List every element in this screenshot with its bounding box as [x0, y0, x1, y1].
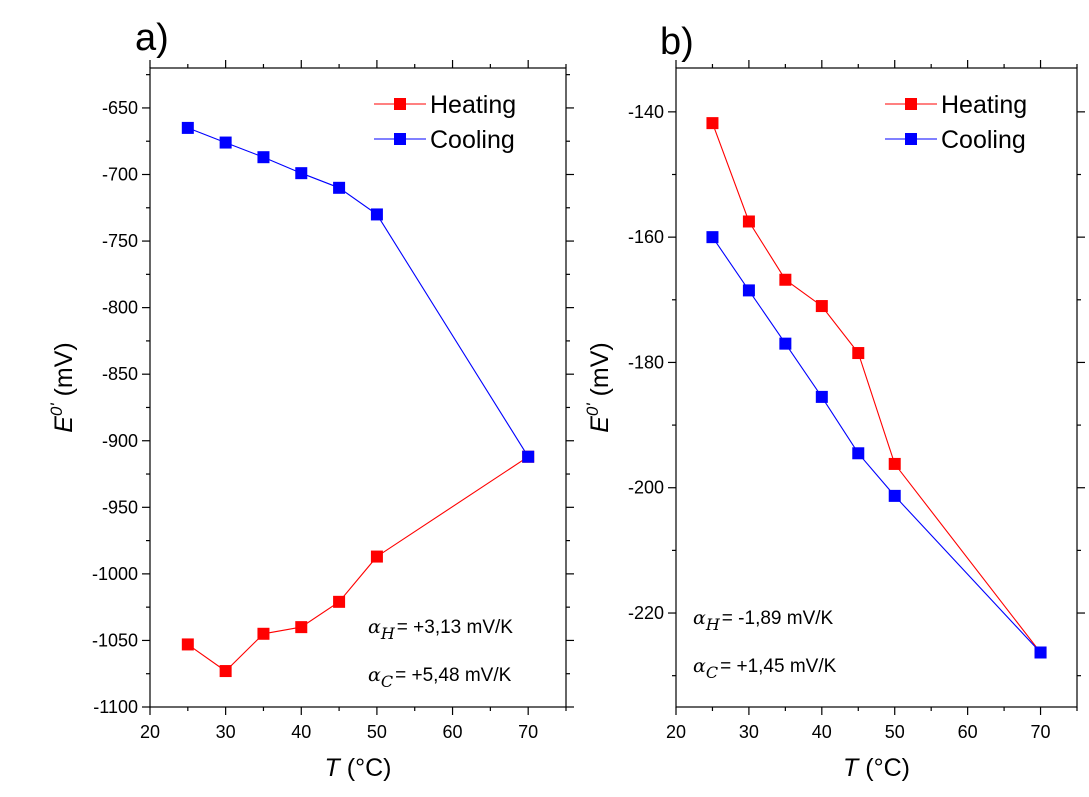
data-point-heating [742, 215, 755, 228]
y-tick-label: -180 [628, 352, 664, 372]
x-tick-label: 40 [291, 722, 311, 742]
slope-annotation: αC = +1,45 mV/K [693, 655, 837, 682]
x-tick-label: 40 [812, 722, 832, 742]
data-point-heating [370, 550, 383, 563]
data-point-heating [888, 457, 901, 470]
slope-symbol: α [368, 616, 381, 638]
legend-marker-cooling [394, 133, 406, 145]
data-point-cooling [257, 151, 270, 164]
x-axis-title: T (°C) [843, 754, 910, 782]
panel-label: b) [660, 21, 694, 63]
x-tick-label: 30 [739, 722, 759, 742]
data-point-cooling [742, 284, 755, 297]
legend-label-cooling: Cooling [430, 126, 515, 154]
data-point-cooling [888, 489, 901, 502]
y-tick-label: -950 [102, 497, 138, 517]
y-tick-label: -750 [102, 231, 138, 251]
slope-subscript: H [705, 615, 721, 634]
series-line-cooling [712, 236, 1041, 653]
plot-frame [149, 67, 567, 708]
plot-frame [675, 67, 1078, 708]
slope-symbol: α [368, 664, 381, 686]
slope-value: = -1,89 mV/K [722, 608, 834, 629]
x-axis-title: T (°C) [325, 754, 392, 782]
legend-label-heating: Heating [941, 91, 1027, 119]
data-point-cooling [522, 450, 535, 463]
slope-annotation: αC = +5,48 mV/K [368, 664, 512, 691]
slope-subscript: H [380, 624, 396, 643]
data-point-heating [852, 347, 865, 360]
slope-annotation: αH = +3,13 mV/K [368, 616, 513, 643]
data-point-cooling [295, 167, 308, 180]
y-tick-label: -140 [628, 102, 664, 122]
y-axis-title: E0' (mV) [583, 342, 614, 433]
legend-marker-heating [394, 98, 406, 110]
data-point-cooling [815, 390, 828, 403]
slope-value: = +5,48 mV/K [395, 665, 512, 686]
panel-label: a) [135, 17, 169, 59]
data-point-cooling [852, 447, 865, 460]
x-tick-label: 30 [216, 722, 236, 742]
y-axis-title: E0' (mV) [47, 342, 78, 433]
y-tick-label: -700 [102, 165, 138, 185]
slope-value: = +1,45 mV/K [720, 656, 837, 677]
x-tick-label: 60 [443, 722, 463, 742]
y-tick-label: -800 [102, 298, 138, 318]
data-point-heating [333, 595, 346, 608]
slope-value: = +3,13 mV/K [397, 617, 514, 638]
series-line-heating [711, 122, 1041, 653]
data-point-heating [257, 627, 270, 640]
data-point-heating [219, 665, 232, 678]
x-tick-label: 50 [885, 722, 905, 742]
x-tick-label: 70 [518, 722, 538, 742]
slope-subscript: C [381, 672, 393, 691]
data-point-cooling [1034, 646, 1047, 659]
data-point-heating [181, 638, 194, 651]
legend-marker-heating [905, 98, 917, 110]
x-tick-label: 20 [666, 722, 686, 742]
y-tick-label: -1050 [92, 630, 138, 650]
slope-symbol: α [693, 607, 706, 629]
data-point-cooling [779, 337, 792, 350]
legend-label-cooling: Cooling [941, 126, 1026, 154]
legend-label-heating: Heating [430, 91, 516, 119]
slope-symbol: α [693, 655, 706, 677]
y-tick-label: -200 [628, 478, 664, 498]
data-point-cooling [181, 121, 194, 134]
slope-annotation: αH = -1,89 mV/K [693, 607, 834, 634]
data-point-cooling [219, 136, 232, 149]
slope-subscript: C [706, 663, 718, 682]
series-line-cooling [187, 127, 529, 457]
panel-a: 20 30 40 50 60 70 -650 -700 -750 -800 -850 -900 -950… [47, 17, 574, 782]
data-point-heating [779, 273, 792, 286]
y-tick-label: -160 [628, 227, 664, 247]
x-tick-label: 20 [140, 722, 160, 742]
data-point-heating [815, 300, 828, 313]
data-point-heating [295, 621, 308, 634]
y-tick-label: -650 [102, 98, 138, 118]
x-tick-label: 60 [958, 722, 978, 742]
y-tick-label: -900 [102, 431, 138, 451]
y-tick-label: -1000 [92, 564, 138, 584]
y-tick-label: -1100 [93, 697, 138, 717]
series-line-heating [187, 456, 529, 672]
y-tick-label: -850 [102, 364, 138, 384]
legend-marker-cooling [905, 133, 917, 145]
panel-b: 20 30 40 50 60 70 -140 -160 -180 -200 -220 Heating C… [583, 21, 1085, 782]
data-point-cooling [706, 231, 719, 244]
y-tick-label: -220 [628, 603, 664, 623]
data-point-heating [706, 117, 719, 130]
x-tick-label: 50 [367, 722, 387, 742]
data-point-cooling [370, 208, 383, 221]
x-tick-label: 70 [1031, 722, 1051, 742]
data-point-cooling [333, 181, 346, 194]
